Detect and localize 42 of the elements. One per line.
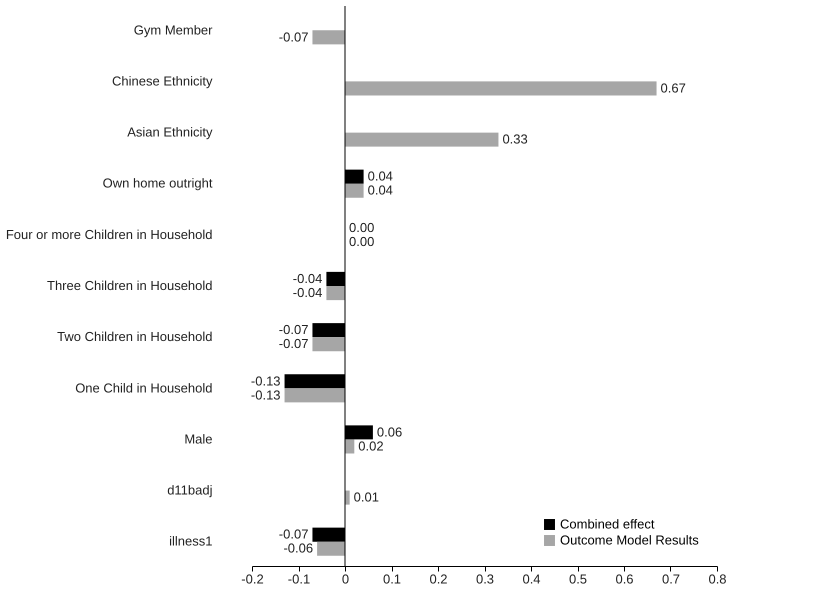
data-label: -0.04 [292,270,322,286]
y-tick-label: Two Children in Household [57,329,212,344]
data-label: -0.13 [250,373,281,388]
data-label: 0.00 [349,220,374,235]
data-label: 0.04 [368,182,393,198]
legend-label: Outcome Model Results [560,532,700,548]
x-tick-label: 0.2 [429,572,448,586]
x-tick-label: 0.3 [476,572,494,586]
data-label: 0.01 [354,490,379,505]
x-tick-label: 0.4 [522,572,541,586]
data-label: 0.06 [376,424,402,440]
data-label: -0.07 [278,336,308,352]
data-label: -0.07 [278,29,308,44]
data-label: -0.13 [250,387,281,402]
y-tick-label: Gym Member [134,22,214,38]
data-label: 0.33 [502,132,528,147]
data-label: -0.06 [283,540,314,556]
y-tick-label: d11badj [167,482,213,498]
x-tick-label: 0 [342,572,350,586]
y-tick-label: One Child in Household [75,380,212,396]
y-tick-label: Three Children in Household [47,278,212,293]
x-tick-label: -0.1 [288,572,310,586]
data-label: 0.67 [660,80,686,96]
data-label: -0.07 [278,526,308,542]
x-tick-label: 0.5 [568,572,588,586]
data-label: -0.04 [292,285,322,300]
y-tick-label: Four or more Children in Household [6,226,212,242]
y-tick-label: Own home outright [102,176,213,191]
y-tick-label: Male [184,431,212,446]
legend-label: Combined effect [560,516,655,532]
y-tick-label: Chinese Ethnicity [112,73,213,88]
x-tick-label: 0.7 [662,572,680,586]
x-tick-label: -0.2 [241,572,264,586]
data-label: 0.00 [349,234,374,249]
y-tick-label: Asian Ethnicity [127,124,213,140]
x-tick-label: 0.6 [615,572,634,586]
x-tick-label: 0.8 [708,572,727,586]
x-tick-label: 0.1 [382,572,402,586]
data-label: -0.07 [278,322,308,338]
data-label: 0.04 [368,168,393,184]
y-tick-label: illness1 [169,534,212,549]
data-label: 0.02 [358,438,384,454]
